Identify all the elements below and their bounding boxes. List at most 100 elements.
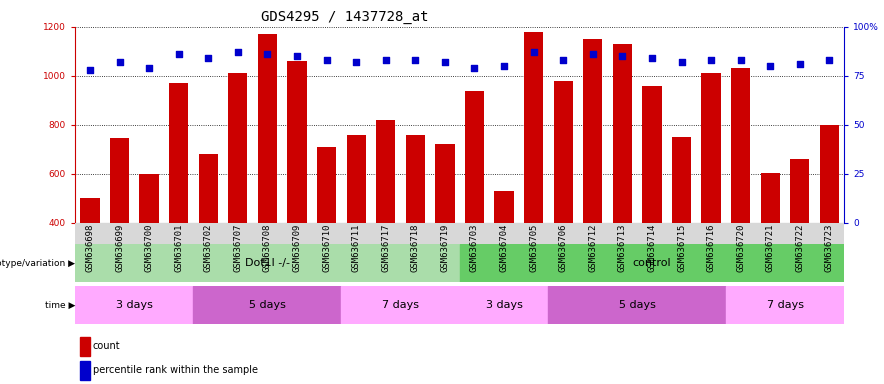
Point: [349, 59, 363, 65]
Point: [556, 57, 570, 63]
Bar: [790, 159, 810, 223]
Text: percentile rank within the sample: percentile rank within the sample: [93, 365, 258, 375]
Bar: [672, 137, 691, 223]
Point: [83, 67, 97, 73]
Text: GSM636707: GSM636707: [233, 224, 242, 272]
Bar: [400, 223, 431, 244]
Bar: [760, 172, 780, 223]
Bar: [253, 223, 282, 244]
Text: GSM636713: GSM636713: [618, 224, 627, 272]
Text: GSM636702: GSM636702: [203, 224, 213, 272]
Point: [734, 57, 748, 63]
Bar: [194, 286, 341, 324]
Point: [319, 57, 333, 63]
Bar: [75, 223, 104, 244]
Text: GSM636716: GSM636716: [706, 224, 716, 272]
Bar: [785, 223, 815, 244]
Text: GSM636710: GSM636710: [322, 224, 332, 272]
Bar: [578, 223, 607, 244]
Bar: [548, 286, 726, 324]
Point: [171, 51, 186, 57]
Bar: [110, 138, 129, 223]
Bar: [80, 198, 100, 223]
Bar: [726, 286, 844, 324]
Bar: [341, 286, 460, 324]
Text: GSM636723: GSM636723: [825, 224, 834, 272]
Bar: [376, 120, 395, 223]
Bar: [134, 223, 164, 244]
Bar: [819, 125, 839, 223]
Text: GSM636711: GSM636711: [352, 224, 361, 272]
Bar: [164, 223, 194, 244]
Bar: [75, 244, 460, 282]
Bar: [80, 361, 90, 380]
Text: GSM636722: GSM636722: [796, 224, 804, 272]
Bar: [613, 44, 632, 223]
Text: 7 days: 7 days: [382, 300, 419, 310]
Bar: [637, 223, 667, 244]
Bar: [524, 32, 544, 223]
Text: 3 days: 3 days: [116, 300, 153, 310]
Bar: [667, 223, 697, 244]
Bar: [282, 223, 312, 244]
Bar: [489, 223, 519, 244]
Point: [408, 57, 423, 63]
Point: [468, 65, 482, 71]
Bar: [75, 286, 194, 324]
Bar: [228, 73, 248, 223]
Text: GSM636717: GSM636717: [381, 224, 390, 272]
Bar: [194, 223, 223, 244]
Point: [260, 51, 274, 57]
Point: [497, 63, 511, 69]
Point: [674, 59, 689, 65]
Bar: [347, 135, 366, 223]
Bar: [548, 223, 578, 244]
Text: GSM636715: GSM636715: [677, 224, 686, 272]
Text: GSM636709: GSM636709: [293, 224, 301, 272]
Text: time ▶: time ▶: [45, 301, 75, 310]
Bar: [169, 83, 188, 223]
Text: Dot1l -/-: Dot1l -/-: [245, 258, 290, 268]
Bar: [460, 244, 844, 282]
Bar: [258, 34, 277, 223]
Bar: [104, 223, 134, 244]
Bar: [460, 286, 548, 324]
Bar: [312, 223, 341, 244]
Point: [378, 57, 392, 63]
Text: GSM636698: GSM636698: [86, 224, 95, 272]
Text: GSM636703: GSM636703: [470, 224, 479, 272]
Point: [615, 53, 629, 59]
Text: GSM636708: GSM636708: [263, 224, 272, 272]
Text: GSM636701: GSM636701: [174, 224, 183, 272]
Bar: [431, 223, 460, 244]
Text: 5 days: 5 days: [619, 300, 656, 310]
Text: GSM636718: GSM636718: [411, 224, 420, 272]
Text: GSM636712: GSM636712: [588, 224, 598, 272]
Text: count: count: [93, 341, 120, 351]
Point: [142, 65, 156, 71]
Point: [763, 63, 777, 69]
Point: [645, 55, 659, 61]
Point: [793, 61, 807, 67]
Point: [586, 51, 600, 57]
Text: GSM636704: GSM636704: [499, 224, 508, 272]
Text: GSM636719: GSM636719: [440, 224, 449, 272]
Bar: [519, 223, 548, 244]
Bar: [726, 223, 756, 244]
Text: GSM636700: GSM636700: [145, 224, 154, 272]
Bar: [702, 73, 720, 223]
Point: [231, 49, 245, 55]
Bar: [494, 191, 514, 223]
Bar: [583, 39, 602, 223]
Bar: [140, 174, 159, 223]
Point: [527, 49, 541, 55]
Text: 7 days: 7 days: [766, 300, 804, 310]
Text: GSM636714: GSM636714: [647, 224, 657, 272]
Bar: [460, 223, 489, 244]
Bar: [435, 144, 454, 223]
Point: [704, 57, 718, 63]
Point: [290, 53, 304, 59]
Text: 5 days: 5 days: [249, 300, 286, 310]
Bar: [223, 223, 253, 244]
Bar: [697, 223, 726, 244]
